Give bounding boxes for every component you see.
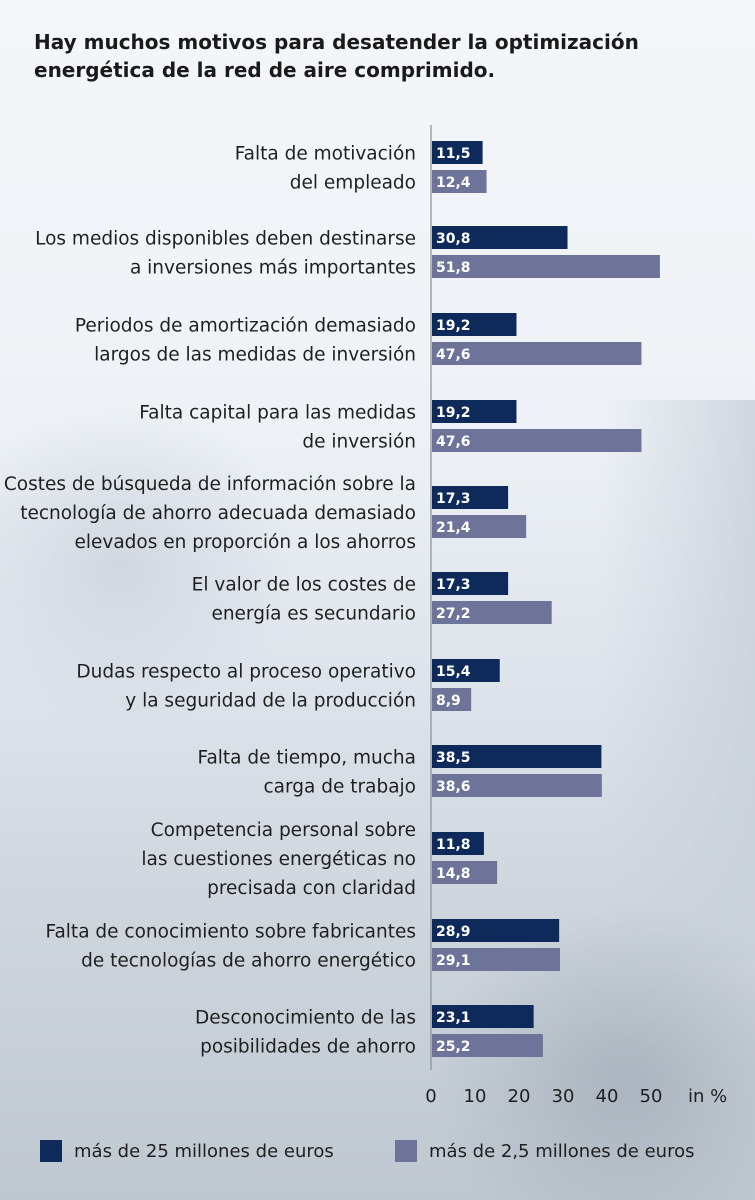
bar-series-1-cat-7 bbox=[432, 659, 500, 682]
bar-series-2-cat-10 bbox=[432, 948, 561, 971]
bar-series-1-cat-10 bbox=[432, 919, 560, 942]
category-label-7-line-2: y la seguridad de la producción bbox=[125, 691, 416, 712]
category-label-9-line-2: las cuestiones energéticas no bbox=[141, 849, 416, 870]
bar-series-2-cat-9 bbox=[432, 861, 498, 884]
x-tick-label-50: 50 bbox=[640, 1086, 663, 1107]
category-label-3-line-2: largos de las medidas de inversión bbox=[94, 345, 416, 366]
category-label-11-line-1: Desconocimiento de las bbox=[195, 1008, 416, 1029]
data-label-series-2-cat-9: 14,8 bbox=[436, 866, 471, 882]
data-label-series-2-cat-2: 51,8 bbox=[436, 260, 471, 276]
category-label-10-line-2: de tecnologías de ahorro energético bbox=[81, 951, 416, 972]
category-label-5-line-2: tecnología de ahorro adecuada demasiado bbox=[20, 503, 416, 524]
bar-series-2-cat-2 bbox=[432, 255, 660, 278]
category-label-10-line-1: Falta de conocimiento sobre fabricantes bbox=[46, 922, 416, 943]
category-label-8-line-1: Falta de tiempo, mucha bbox=[198, 748, 417, 769]
data-label-series-1-cat-10: 28,9 bbox=[436, 924, 471, 940]
data-label-series-1-cat-8: 38,5 bbox=[436, 750, 471, 766]
category-label-9-line-3: precisada con claridad bbox=[207, 878, 416, 899]
category-label-2-line-2: a inversiones más importantes bbox=[130, 258, 416, 279]
bar-series-1-cat-3 bbox=[432, 313, 517, 336]
data-label-series-1-cat-6: 17,3 bbox=[436, 577, 471, 593]
x-tick-label-10: 10 bbox=[464, 1086, 487, 1107]
category-label-11-line-2: posibilidades de ahorro bbox=[200, 1037, 416, 1058]
x-tick-label-0: 0 bbox=[425, 1086, 436, 1107]
category-label-1-line-1: Falta de motivación bbox=[235, 144, 416, 165]
category-label-6-line-1: El valor de los costes de bbox=[192, 575, 416, 596]
category-label-6-line-2: energía es secundario bbox=[211, 604, 416, 625]
data-label-series-1-cat-2: 30,8 bbox=[436, 231, 471, 247]
category-label-4-line-2: de inversión bbox=[302, 432, 416, 453]
data-label-series-1-cat-11: 23,1 bbox=[436, 1010, 471, 1026]
data-label-series-1-cat-1: 11,5 bbox=[436, 146, 471, 162]
category-label-8-line-2: carga de trabajo bbox=[264, 777, 417, 798]
bar-series-2-cat-1 bbox=[432, 170, 487, 193]
bar-series-2-cat-7 bbox=[432, 688, 472, 711]
legend-swatch-series-1 bbox=[40, 1140, 62, 1162]
bar-series-1-cat-2 bbox=[432, 226, 568, 249]
bar-series-2-cat-4 bbox=[432, 429, 642, 452]
bar-series-1-cat-4 bbox=[432, 400, 517, 423]
legend-label-series-1: más de 25 millones de euros bbox=[74, 1140, 334, 1162]
data-label-series-2-cat-11: 25,2 bbox=[436, 1039, 471, 1055]
data-label-series-1-cat-9: 11,8 bbox=[436, 837, 471, 853]
data-label-series-1-cat-3: 19,2 bbox=[436, 318, 471, 334]
legend: más de 25 millones de euros más de 2,5 m… bbox=[40, 1140, 740, 1168]
category-label-3-line-1: Periodos de amortización demasiado bbox=[75, 316, 416, 337]
data-label-series-2-cat-3: 47,6 bbox=[436, 347, 471, 363]
bar-series-1-cat-6 bbox=[432, 572, 509, 595]
x-tick-label-40: 40 bbox=[596, 1086, 619, 1107]
data-label-series-1-cat-7: 15,4 bbox=[436, 664, 471, 680]
bar-series-2-cat-6 bbox=[432, 601, 552, 624]
legend-swatch-series-2 bbox=[395, 1140, 417, 1162]
bar-series-1-cat-9 bbox=[432, 832, 484, 855]
data-label-series-2-cat-6: 27,2 bbox=[436, 606, 471, 622]
category-label-9-line-1: Competencia personal sobre bbox=[151, 820, 416, 841]
bar-series-2-cat-8 bbox=[432, 774, 602, 797]
bar-series-2-cat-3 bbox=[432, 342, 642, 365]
legend-item-series-2: más de 2,5 millones de euros bbox=[395, 1140, 694, 1162]
bar-series-2-cat-5 bbox=[432, 515, 527, 538]
category-label-1-line-2: del empleado bbox=[290, 173, 416, 194]
chart-title: Hay muchos motivos para desatender la op… bbox=[34, 30, 639, 82]
category-label-5-line-1: Costes de búsqueda de información sobre … bbox=[4, 474, 416, 495]
bar-series-1-cat-5 bbox=[432, 486, 509, 509]
data-label-series-2-cat-5: 21,4 bbox=[436, 520, 471, 536]
data-label-series-1-cat-4: 19,2 bbox=[436, 405, 471, 421]
data-label-series-2-cat-7: 8,9 bbox=[436, 693, 461, 709]
x-unit-label: in % bbox=[688, 1086, 727, 1107]
legend-item-series-1: más de 25 millones de euros bbox=[40, 1140, 334, 1162]
bar-series-1-cat-11 bbox=[432, 1005, 534, 1028]
data-label-series-2-cat-1: 12,4 bbox=[436, 175, 471, 191]
data-label-series-2-cat-4: 47,6 bbox=[436, 434, 471, 450]
bar-series-1-cat-8 bbox=[432, 745, 602, 768]
data-label-series-2-cat-10: 29,1 bbox=[436, 953, 471, 969]
data-label-series-2-cat-8: 38,6 bbox=[436, 779, 471, 795]
category-label-4-line-1: Falta capital para las medidas bbox=[139, 403, 416, 424]
x-tick-label-20: 20 bbox=[508, 1086, 531, 1107]
bar-series-1-cat-1 bbox=[432, 141, 483, 164]
legend-label-series-2: más de 2,5 millones de euros bbox=[429, 1140, 695, 1162]
category-label-7-line-1: Dudas respecto al proceso operativo bbox=[76, 662, 416, 683]
bar-chart: Falta de motivación del empleado 11,5 12,4 L… bbox=[4, 125, 727, 1107]
category-label-5-line-3: elevados en proporción a los ahorros bbox=[74, 532, 416, 553]
data-label-series-1-cat-5: 17,3 bbox=[436, 491, 471, 507]
x-tick-label-30: 30 bbox=[552, 1086, 575, 1107]
bar-series-2-cat-11 bbox=[432, 1034, 543, 1057]
category-label-2-line-1: Los medios disponibles deben destinarse bbox=[35, 229, 416, 250]
